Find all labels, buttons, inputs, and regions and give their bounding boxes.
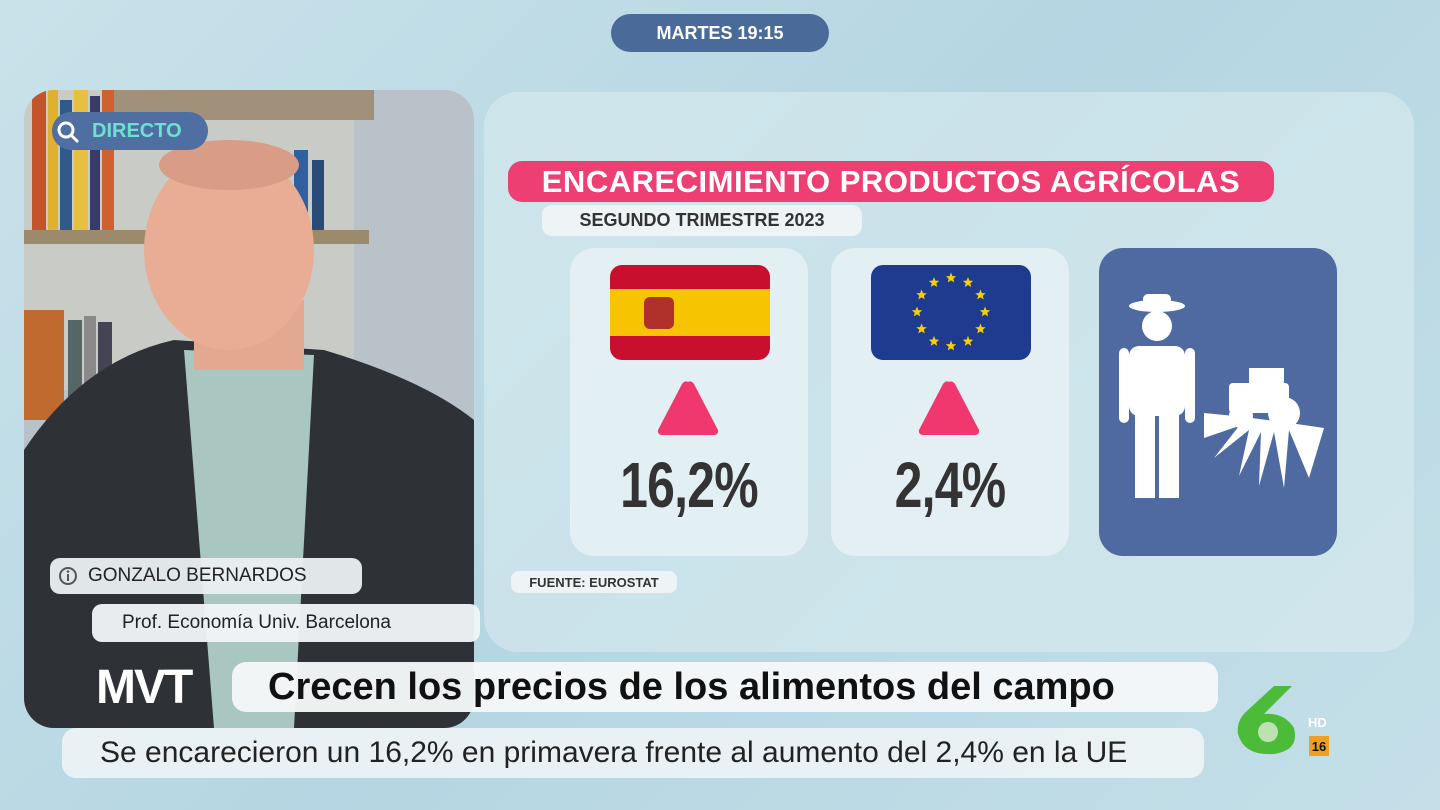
infographic-subtitle: SEGUNDO TRIMESTRE 2023 (542, 205, 862, 236)
eu-star (962, 335, 974, 346)
spain-flag (610, 265, 770, 360)
info-icon (59, 567, 77, 585)
speaker-name: GONZALO BERNARDOS (50, 558, 362, 594)
farmer-icon (1119, 294, 1324, 498)
eu-star (928, 277, 940, 287)
eu-star (979, 306, 991, 317)
eu-flag (871, 265, 1031, 360)
up-triangle (918, 381, 980, 435)
spain-value: 16,2% (620, 449, 758, 521)
eu-star (916, 289, 927, 300)
infographic-title: ENCARECIMIENTO PRODUCTOS AGRÍCOLAS (508, 161, 1274, 202)
hd-label: HD (1308, 715, 1327, 730)
search-icon (57, 121, 80, 144)
time-badge: MARTES 19:15 (611, 14, 829, 52)
eu-star (928, 335, 940, 346)
age-rating: 16 (1309, 736, 1329, 756)
up-triangle (657, 381, 719, 435)
speaker-role: Prof. Economía Univ. Barcelona (92, 604, 480, 642)
headline: Crecen los precios de los alimentos del … (232, 662, 1218, 712)
eu-star (975, 289, 986, 300)
live-label: DIRECTO (52, 112, 208, 150)
program-logo: MVT (96, 661, 193, 714)
source-note: FUENTE: EUROSTAT (511, 571, 677, 593)
eu-star (916, 323, 927, 334)
eu-star (962, 277, 974, 287)
eu-star (945, 340, 957, 351)
eu-star (975, 323, 986, 334)
channel-logo (1237, 686, 1296, 755)
eu-star (945, 272, 957, 283)
eu-value: 2,4% (894, 449, 1006, 521)
subheadline: Se encarecieron un 16,2% en primavera fr… (62, 728, 1204, 778)
eu-star (911, 306, 923, 317)
